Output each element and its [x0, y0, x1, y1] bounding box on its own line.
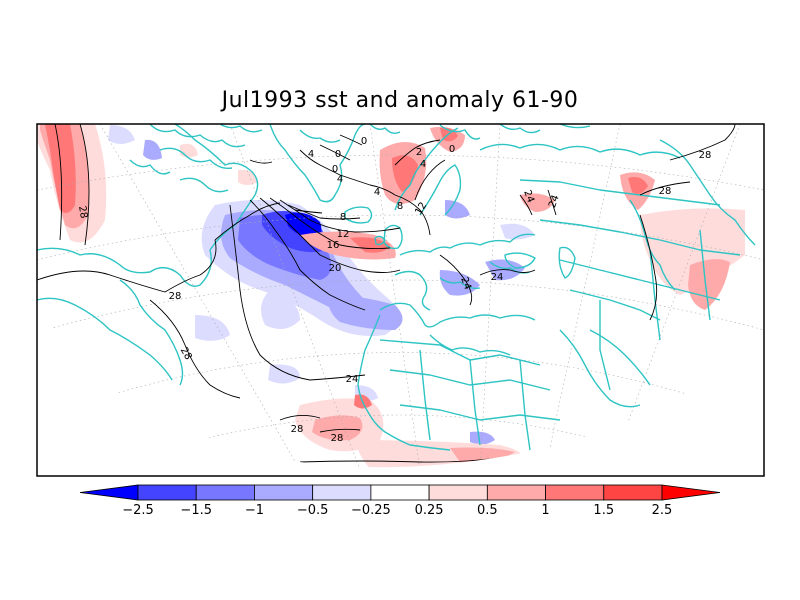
graticule	[37, 124, 764, 468]
contour-label: 24	[346, 374, 359, 385]
colorbar-segment	[486, 484, 546, 501]
contour-label: 24	[547, 194, 562, 210]
contour-label: 16	[327, 240, 340, 251]
colorbar-label: 1	[541, 503, 549, 518]
colorbar-label: −0.5	[297, 503, 329, 518]
contour-label: 24	[521, 189, 536, 205]
contour-label: 28	[331, 433, 344, 444]
colorbar-label: 0.25	[415, 503, 444, 518]
contour-label: 0	[361, 136, 367, 147]
contour-label: 4	[337, 174, 343, 185]
colorbar-segment	[195, 484, 255, 501]
colorbar-label: 2.5	[652, 503, 673, 518]
contour-label: 4	[374, 187, 380, 198]
colorbar-label: −1.5	[180, 503, 212, 518]
contour-label: 28	[76, 205, 89, 219]
colorbar-segment	[312, 484, 372, 501]
colorbar-label: −2.5	[122, 503, 154, 518]
colorbar-segment	[603, 484, 663, 501]
contour-label: 0	[335, 149, 341, 160]
colorbar-segment	[370, 484, 430, 501]
colorbar: −2.5 −1.5 −1 −0.5 −0.25 0.25 0.5 1 1.5 2.5	[79, 484, 721, 518]
sst-contours	[37, 124, 736, 463]
colorbar-label: 0.5	[477, 503, 498, 518]
colorbar-segment	[428, 484, 488, 501]
contour-label: 4	[308, 149, 314, 160]
contour-label: 4	[420, 159, 426, 170]
colorbar-segment	[137, 484, 197, 501]
coastlines	[37, 124, 756, 451]
colorbar-label: 1.5	[593, 503, 614, 518]
contour-label: 24	[491, 272, 504, 283]
colorbar-segment	[254, 484, 314, 501]
colorbar-label: −1	[245, 503, 264, 518]
contour-label: 12	[337, 229, 350, 240]
contour-label: 28	[699, 150, 712, 161]
contour-label: 2	[416, 147, 422, 158]
colorbar-segment	[545, 484, 605, 501]
contour-label: 8	[340, 212, 346, 223]
contour-label: 20	[329, 263, 342, 274]
contour-label: 0	[449, 144, 455, 155]
colorbar-high-arrow	[661, 484, 721, 501]
contour-label: 8	[397, 201, 403, 212]
colorbar-low-arrow	[79, 484, 139, 501]
negative-anomaly-shading	[108, 125, 535, 445]
contour-label: 28	[291, 424, 304, 435]
contour-label: 28	[169, 291, 182, 302]
contour-label: 28	[659, 186, 672, 197]
map-title: Jul1993 sst and anomaly 61-90	[221, 88, 579, 113]
colorbar-label: −0.25	[351, 503, 391, 518]
plot-border	[36, 123, 765, 477]
contour-label: 0	[332, 164, 338, 175]
contour-label: 24	[458, 276, 473, 292]
